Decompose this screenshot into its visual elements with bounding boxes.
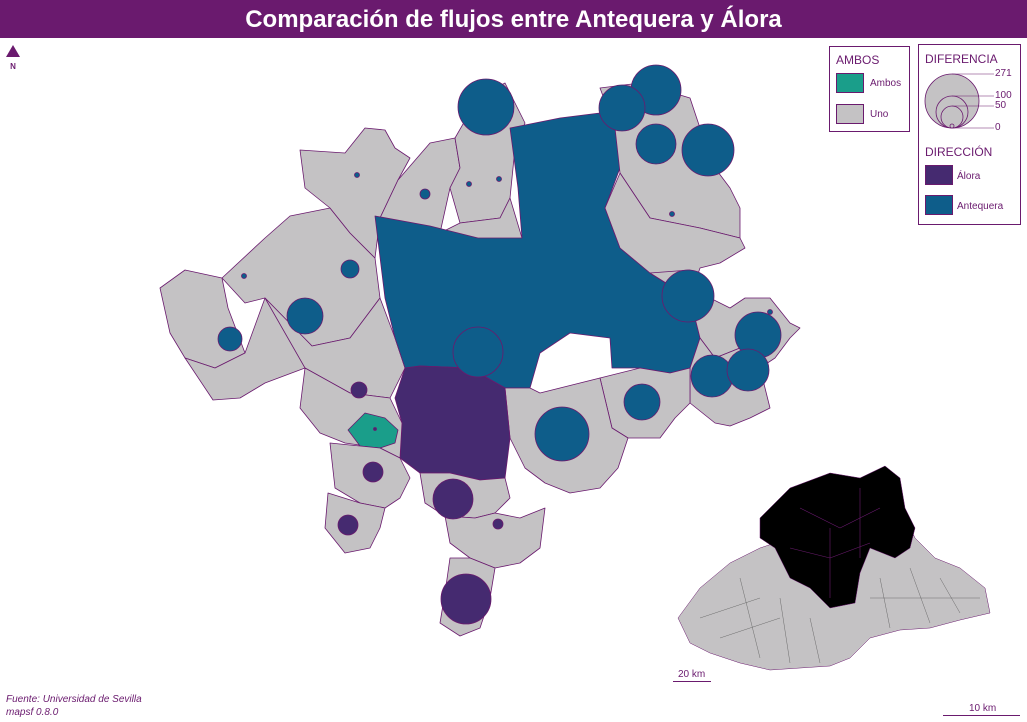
legend-ambos-title: AMBOS	[836, 53, 880, 67]
diferencia-value-0: 0	[995, 122, 1001, 133]
swatch-alora	[925, 165, 953, 185]
circle-antequera	[457, 78, 515, 136]
circle-antequera	[354, 172, 360, 178]
legend-alora-label: Álora	[957, 171, 981, 182]
municipality	[444, 507, 546, 569]
legend-ambos: AMBOS Ambos Uno	[829, 46, 910, 132]
title-bar	[0, 0, 1027, 38]
circle-alora	[373, 427, 377, 431]
circle-alora	[362, 461, 384, 483]
map-title: Comparación de flujos entre Antequera y …	[245, 6, 782, 33]
circle-alora	[350, 381, 368, 399]
diferencia-value-50: 50	[995, 100, 1007, 111]
main-scale-bar	[943, 715, 1020, 716]
swatch-ambos	[836, 73, 864, 93]
north-arrow: N	[4, 44, 22, 71]
circle-alora	[432, 478, 474, 520]
municipality	[221, 207, 381, 347]
inset-borders	[789, 488, 881, 598]
inset-scale-label: 20 km	[678, 669, 706, 680]
municipality-alora	[394, 365, 511, 481]
circle-antequera	[217, 326, 243, 352]
circle-antequera	[767, 309, 773, 315]
circle-antequera	[496, 176, 502, 182]
main-scale-label: 10 km	[969, 703, 997, 714]
circle-antequera	[452, 326, 504, 378]
inset-study-area	[759, 465, 916, 609]
municipality	[604, 172, 746, 299]
circle-antequera	[669, 211, 675, 217]
diferencia-value-100: 100	[995, 90, 1012, 101]
north-arrow-icon	[6, 45, 20, 57]
circle-antequera	[466, 181, 472, 187]
circle-antequera	[690, 354, 734, 398]
circle-antequera	[635, 123, 677, 165]
inset-municipal-lines	[699, 567, 980, 664]
legend-diferencia-title: DIFERENCIA	[925, 52, 998, 66]
inset-province-map	[677, 465, 991, 671]
circle-antequera	[726, 348, 770, 392]
map-canvas	[159, 64, 991, 671]
legend-uno-label: Uno	[870, 109, 889, 120]
source-line-1: Fuente: Universidad de Sevilla	[6, 694, 142, 705]
circle-antequera	[623, 383, 661, 421]
legend-ambos-label: Ambos	[870, 78, 902, 89]
north-label: N	[10, 62, 16, 71]
circle-antequera	[286, 297, 324, 335]
source-line-2: mapsf 0.8.0	[6, 707, 59, 718]
size-legend-circles	[924, 73, 994, 129]
swatch-antequera	[925, 195, 953, 215]
circle-antequera	[681, 123, 735, 177]
diferencia-value-max: 271	[995, 68, 1012, 79]
circle-alora	[492, 518, 504, 530]
circle-alora	[337, 514, 359, 536]
legend-diferencia: DIFERENCIA 271 100 50 0 DIRECCIÓN Álora …	[918, 44, 1021, 225]
swatch-uno	[836, 104, 864, 124]
circle-antequera	[598, 84, 646, 132]
legend-antequera-label: Antequera	[957, 201, 1004, 212]
circle-antequera	[340, 259, 360, 279]
circle-antequera	[241, 273, 247, 279]
legend-direccion-title: DIRECCIÓN	[925, 145, 993, 159]
circle-alora	[440, 573, 492, 625]
circle-antequera	[419, 188, 431, 200]
circle-antequera	[661, 269, 715, 323]
circle-antequera	[534, 406, 590, 462]
inset-scale-bar	[673, 681, 711, 682]
flow-circles	[217, 64, 782, 625]
